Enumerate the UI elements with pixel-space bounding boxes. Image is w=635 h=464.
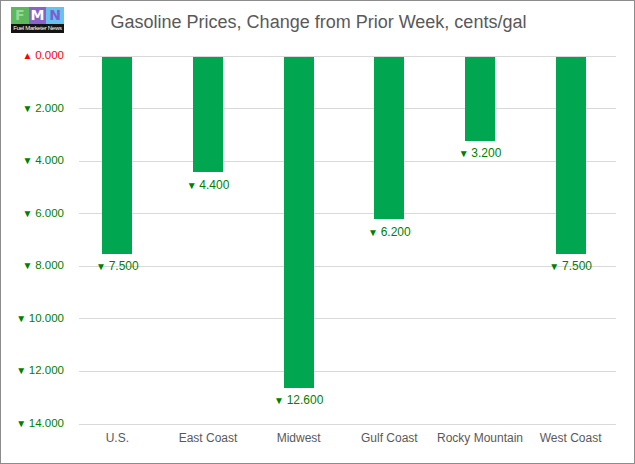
down-triangle-icon: ▼ <box>23 155 36 166</box>
down-triangle-icon: ▼ <box>23 208 36 219</box>
x-category-label: Midwest <box>277 431 321 445</box>
gridline <box>79 266 616 267</box>
bar-east-coast <box>193 57 223 173</box>
y-tick-label: ▼ 4.000 <box>1 154 64 166</box>
bar-value: 3.200 <box>471 146 501 160</box>
y-tick-value: 0.000 <box>35 49 64 61</box>
bar-value-label: ▼ 6.200 <box>368 225 411 239</box>
chart-title: Gasoline Prices, Change from Prior Week,… <box>1 12 635 33</box>
down-triangle-icon: ▼ <box>16 418 29 429</box>
bar-value: 4.400 <box>199 178 229 192</box>
gridline <box>79 318 616 319</box>
gridline <box>79 424 616 425</box>
y-tick-label: ▼ 10.000 <box>1 312 64 324</box>
up-triangle-icon: ▲ <box>23 50 36 61</box>
y-tick-label: ▼ 14.000 <box>1 417 64 429</box>
bar-value: 7.500 <box>109 259 139 273</box>
x-category-label: Rocky Mountain <box>437 431 523 445</box>
y-tick-label: ▼ 8.000 <box>1 259 64 271</box>
y-tick-label: ▼ 2.000 <box>1 102 64 114</box>
gridline <box>79 213 616 214</box>
down-triangle-icon: ▼ <box>459 148 472 159</box>
y-tick-value: 10.000 <box>29 312 64 324</box>
x-category-label: East Coast <box>179 431 238 445</box>
x-category-label: West Coast <box>540 431 602 445</box>
bar-u-s <box>102 57 132 254</box>
y-tick-value: 2.000 <box>35 102 64 114</box>
y-tick-value: 8.000 <box>35 259 64 271</box>
bar-value-label: ▼ 12.600 <box>274 393 323 407</box>
bar-value-label: ▼ 4.400 <box>187 178 230 192</box>
down-triangle-icon: ▼ <box>96 261 109 272</box>
bar-value: 7.500 <box>562 259 592 273</box>
gridline <box>79 161 616 162</box>
y-tick-label: ▼ 12.000 <box>1 364 64 376</box>
bar-gulf-coast <box>374 57 404 220</box>
y-tick-value: 6.000 <box>35 207 64 219</box>
bar-value: 6.200 <box>381 225 411 239</box>
down-triangle-icon: ▼ <box>368 227 381 238</box>
down-triangle-icon: ▼ <box>23 103 36 114</box>
gridline <box>79 56 616 57</box>
plot-area: ▼ 7.500▼ 4.400▼ 12.600▼ 6.200▼ 3.200▼ 7.… <box>72 56 616 424</box>
down-triangle-icon: ▼ <box>549 261 562 272</box>
x-category-label: U.S. <box>106 431 129 445</box>
y-tick-value: 14.000 <box>29 417 64 429</box>
x-category-label: Gulf Coast <box>361 431 418 445</box>
y-tick-value: 12.000 <box>29 364 64 376</box>
y-axis: ▲ 0.000▼ 2.000▼ 4.000▼ 6.000▼ 8.000▼ 10.… <box>1 1 64 464</box>
down-triangle-icon: ▼ <box>274 395 287 406</box>
bar-midwest <box>284 57 314 388</box>
down-triangle-icon: ▼ <box>187 180 200 191</box>
y-tick-label: ▼ 6.000 <box>1 207 64 219</box>
bar-value-label: ▼ 7.500 <box>549 259 592 273</box>
gridline <box>79 371 616 372</box>
x-axis: U.S. East Coast Midwest Gulf Coast Rocky Mou… <box>72 431 616 451</box>
y-tick-value: 4.000 <box>35 154 64 166</box>
bar-value: 12.600 <box>287 393 324 407</box>
chart-canvas: FMN Fuel Marketer News Gasoline Prices, … <box>0 0 635 464</box>
bar-value-label: ▼ 3.200 <box>459 146 502 160</box>
down-triangle-icon: ▼ <box>16 365 29 376</box>
y-tick-label: ▲ 0.000 <box>1 49 64 61</box>
down-triangle-icon: ▼ <box>23 260 36 271</box>
gridline <box>79 108 616 109</box>
bar-rocky-mountain <box>465 57 495 141</box>
bar-value-label: ▼ 7.500 <box>96 259 139 273</box>
bar-west-coast <box>556 57 586 254</box>
down-triangle-icon: ▼ <box>16 313 29 324</box>
